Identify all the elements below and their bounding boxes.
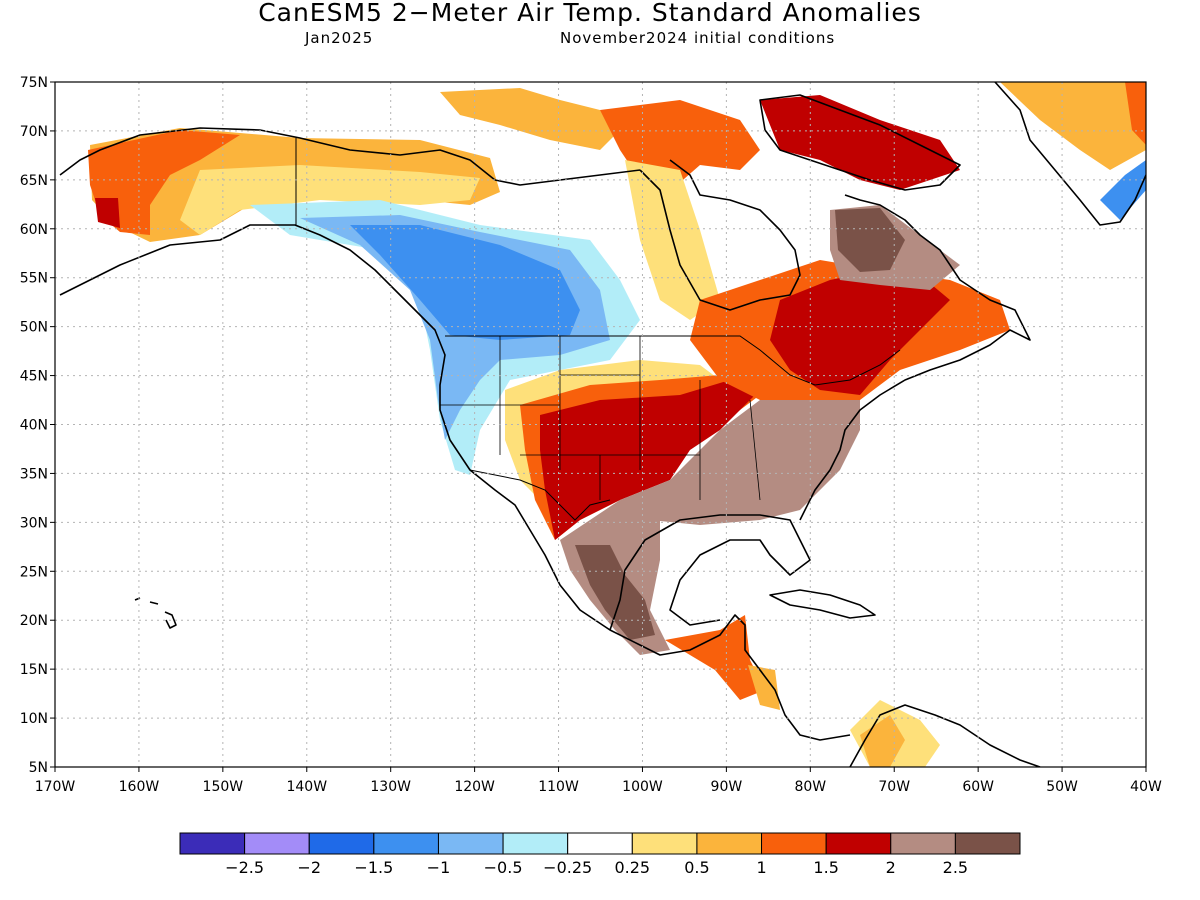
lat-tick-label: 50N: [20, 320, 48, 336]
coast-alaska: [59, 224, 851, 741]
legend-label: −2: [297, 858, 321, 877]
lat-tick-label: 40N: [20, 418, 48, 434]
lat-tick-label: 35N: [20, 466, 48, 482]
legend-swatch: [890, 832, 956, 855]
anomaly-centam-orange: [665, 615, 765, 700]
lat-tick-label: 65N: [20, 173, 48, 189]
legend-label: 2: [886, 858, 896, 877]
initial-conditions: November2024 initial conditions: [560, 29, 836, 47]
anomaly-arctic-warm: [440, 88, 620, 150]
lat-tick-label: 70N: [20, 124, 48, 140]
legend-swatch: [631, 832, 698, 855]
anomaly-west-cold-strong: [350, 225, 580, 340]
lat-tick-label: 5N: [29, 760, 48, 776]
coast-hudson-bay: [639, 159, 801, 311]
anomaly-plains-red: [540, 380, 755, 540]
anomaly-se-brown: [620, 390, 860, 525]
legend-swatch: [437, 832, 504, 855]
valid-month: Jan2025: [305, 29, 374, 47]
legend-swatch: [954, 832, 1021, 855]
lat-tick-label: 30N: [20, 515, 48, 531]
lon-tick-label: 90W: [711, 779, 743, 795]
lon-tick-label: 120W: [454, 779, 495, 795]
borders: [295, 138, 901, 521]
anomaly-mexico-dark: [575, 545, 655, 640]
legend-label: −1.5: [354, 858, 393, 877]
lon-tick-label: 80W: [794, 779, 826, 795]
anomaly-greenland-orange: [1125, 82, 1146, 145]
legend-swatch: [567, 832, 633, 855]
legend-swatch: [825, 832, 892, 855]
anomaly-fields: [88, 82, 1146, 767]
coastlines: [59, 82, 1146, 767]
legend-label: 0.5: [684, 858, 709, 877]
lon-tick-label: 110W: [538, 779, 579, 795]
lat-tick-label: 55N: [20, 271, 48, 287]
anomaly-alaska-red: [95, 198, 120, 228]
legend-label: −0.5: [484, 858, 523, 877]
lon-tick-label: 60W: [962, 779, 994, 795]
legend-label: −2.5: [225, 858, 264, 877]
lat-tick-label: 25N: [20, 564, 48, 580]
axis-ticks: 75N 70N 65N 60N 55N 50N 45N 40N 35N 30N 25N 20N 15N 1…: [20, 75, 1162, 795]
map-title: CanESM5 2−Meter Air Temp. Standard Anoma…: [258, 0, 922, 27]
legend-label: 1.5: [813, 858, 838, 877]
lat-tick-label: 45N: [20, 369, 48, 385]
legend-swatch: [308, 832, 375, 855]
coast-cuba: [769, 589, 876, 619]
legend-swatch: [696, 832, 763, 855]
anomaly-alaska-orange: [88, 130, 240, 235]
coast-baffin: [759, 94, 961, 191]
lon-tick-label: 50W: [1046, 779, 1078, 795]
coast-alaska-north: [59, 127, 641, 186]
anomaly-ne-red: [770, 270, 950, 395]
coast-hawaii: [134, 597, 177, 629]
coast-gulf-mexico: [609, 514, 811, 631]
lat-tick-label: 10N: [20, 711, 48, 727]
lon-tick-label: 130W: [370, 779, 411, 795]
anomaly-alaska-yellow: [180, 165, 480, 235]
lon-tick-label: 40W: [1130, 779, 1162, 795]
legend-label: 1: [756, 858, 766, 877]
color-legend: −2.5 −2 −1.5 −1 −0.5 −0.25 0.25 0.5 1 1.5 2 2.5: [179, 832, 1021, 877]
lon-tick-label: 160W: [119, 779, 160, 795]
lat-tick-label: 20N: [20, 613, 48, 629]
legend-label: −1: [427, 858, 451, 877]
coast-south-america: [849, 704, 1041, 767]
graticule: [55, 82, 1146, 767]
border-us-canada: [295, 138, 901, 386]
lon-tick-label: 100W: [622, 779, 663, 795]
anomaly-quebec-dark: [835, 208, 905, 272]
anomaly-greenland-warm: [1000, 82, 1146, 170]
lon-tick-label: 140W: [286, 779, 327, 795]
legend-label: −0.25: [543, 858, 592, 877]
lat-tick-label: 15N: [20, 662, 48, 678]
coast-greenland: [994, 82, 1146, 226]
legend-swatch: [761, 832, 827, 855]
lon-tick-label: 70W: [878, 779, 910, 795]
anomaly-baffin-red: [760, 95, 960, 190]
border-us-mexico: [469, 469, 611, 521]
state-lines: [440, 336, 761, 501]
lat-tick-label: 60N: [20, 222, 48, 238]
legend-label: 2.5: [943, 858, 968, 877]
lon-tick-label: 150W: [203, 779, 244, 795]
legend-swatch: [244, 832, 310, 855]
lat-tick-label: 75N: [20, 75, 48, 91]
lon-tick-label: 170W: [35, 779, 76, 795]
legend-swatch: [179, 832, 246, 855]
legend-swatch: [373, 832, 439, 855]
anomaly-greenland-cold: [1100, 160, 1146, 220]
coast-east: [799, 194, 1031, 521]
legend-label: 0.25: [614, 858, 650, 877]
anomaly-centam-yellow: [748, 665, 780, 710]
legend-swatch: [502, 832, 569, 855]
